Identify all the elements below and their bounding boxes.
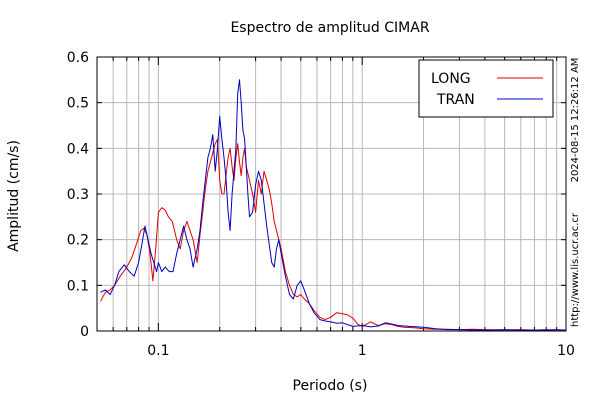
series-lines	[100, 79, 567, 331]
y-tick-label: 0.1	[67, 278, 89, 294]
grid-lines	[96, 56, 567, 332]
y-tick-label: 0.2	[67, 233, 89, 249]
chart-title: Espectro de amplitud CIMAR	[230, 20, 429, 36]
source-url-label: http://www.lis.ucr.ac.cr	[570, 212, 581, 327]
y-tick-label: 0.3	[67, 187, 89, 203]
y-axis: 0 0.1 0.2 0.3 0.4 0.5 0.6	[67, 50, 566, 340]
legend-label-long: LONG	[431, 71, 471, 87]
y-tick-label: 0.4	[67, 141, 89, 157]
x-tick-label: 0.1	[147, 343, 169, 359]
legend: LONG TRAN	[418, 59, 554, 118]
series-line-tran	[100, 79, 567, 331]
timestamp-label: 2024-08-15 12:26:12 AM	[570, 58, 581, 183]
legend-box	[418, 59, 554, 118]
x-axis: 0.1 1 10	[96, 57, 575, 359]
x-axis-label: Periodo (s)	[293, 378, 368, 394]
series-line-long	[100, 138, 566, 331]
y-axis-label: Amplitud (cm/s)	[6, 140, 22, 252]
x-tick-label: 10	[557, 343, 575, 359]
y-tick-label: 0.5	[67, 96, 89, 112]
y-tick-label: 0	[80, 324, 89, 340]
y-tick-label: 0.6	[67, 50, 89, 66]
x-tick-label: 1	[358, 343, 367, 359]
legend-label-tran: TRAN	[436, 92, 475, 108]
